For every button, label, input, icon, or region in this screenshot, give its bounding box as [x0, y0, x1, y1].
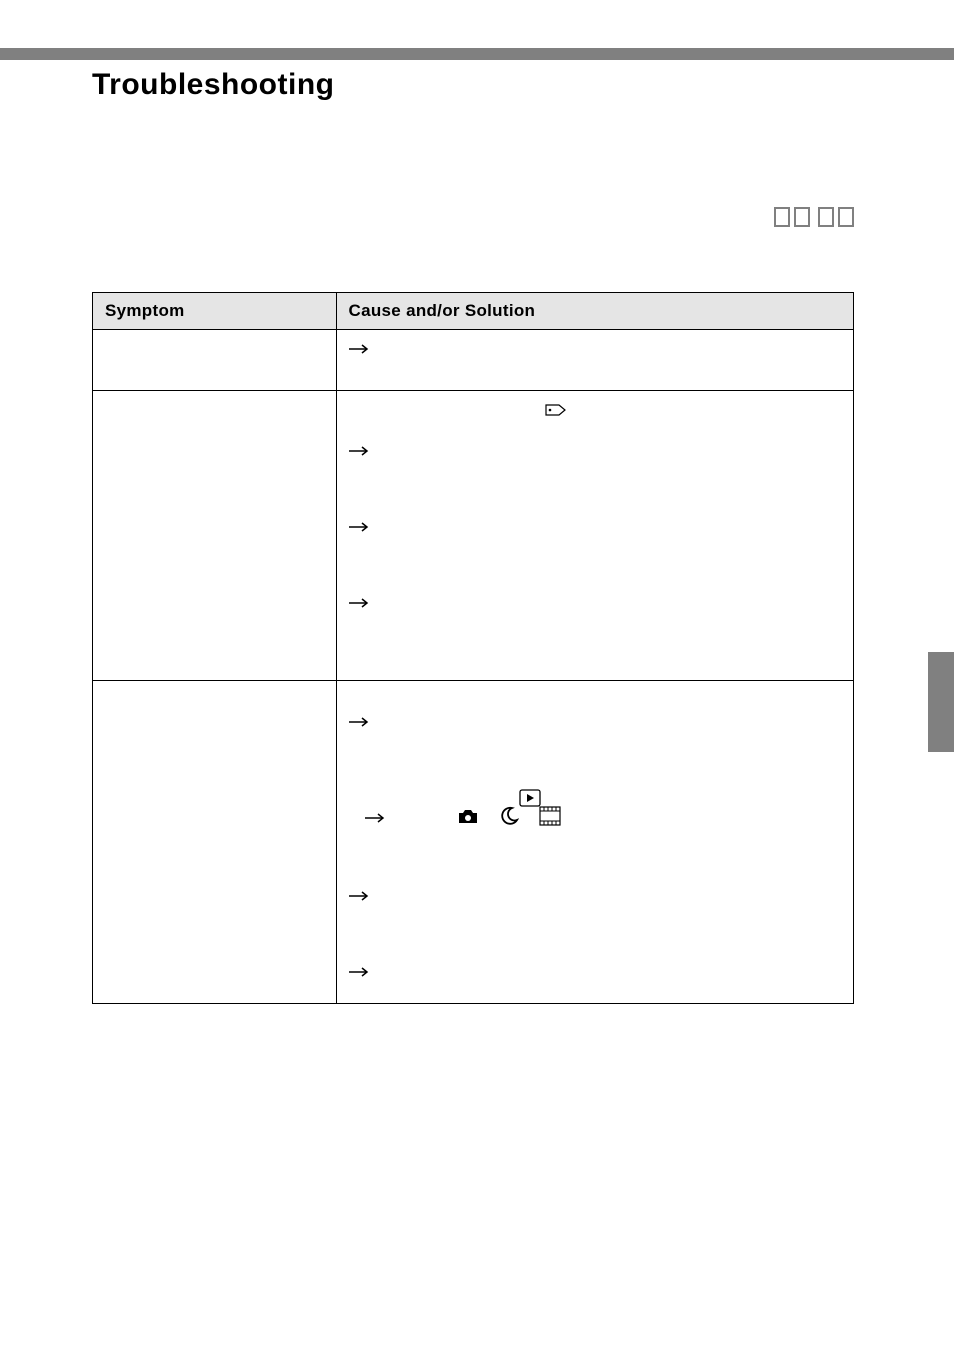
icon-pair-1 — [774, 207, 810, 227]
cause-block — [349, 518, 841, 538]
cause-block — [349, 340, 841, 360]
rect-icon — [794, 207, 810, 227]
side-tab — [928, 652, 954, 752]
table-row — [93, 681, 854, 1004]
table-row — [93, 391, 854, 681]
cause-cell — [336, 330, 853, 391]
troubleshooting-table: Symptom Cause and/or Solution — [92, 292, 854, 1004]
cause-cell — [336, 391, 853, 681]
right-arrow-icon — [349, 889, 371, 907]
rect-icon — [774, 207, 790, 227]
right-arrow-icon — [349, 342, 371, 360]
right-arrow-icon — [365, 811, 387, 829]
col-header-cause: Cause and/or Solution — [336, 293, 853, 330]
right-arrow-icon — [349, 520, 371, 538]
right-arrow-icon — [349, 715, 371, 733]
cause-block — [349, 789, 841, 831]
header-corner-icons — [92, 207, 854, 227]
page-title: Troubleshooting — [92, 68, 854, 102]
cause-block — [349, 594, 841, 614]
right-arrow-icon — [349, 596, 371, 614]
symptom-cell — [93, 330, 337, 391]
symptom-cell — [93, 391, 337, 681]
mode-icons-row — [415, 806, 841, 831]
camera-icon — [457, 807, 479, 830]
cause-block — [349, 887, 841, 907]
tag-icon — [545, 401, 567, 424]
cause-block — [349, 713, 841, 733]
cause-block — [349, 401, 841, 462]
right-arrow-icon — [349, 444, 371, 462]
top-bar — [0, 48, 954, 60]
right-arrow-icon — [349, 965, 371, 983]
rect-icon — [838, 207, 854, 227]
table-header-row: Symptom Cause and/or Solution — [93, 293, 854, 330]
page-content: Troubleshooting Symptom Cause and/or Sol… — [0, 68, 954, 1004]
table-row — [93, 330, 854, 391]
film-strip-icon — [539, 806, 561, 831]
col-header-symptom: Symptom — [93, 293, 337, 330]
rect-icon — [818, 207, 834, 227]
play-box-icon — [519, 789, 541, 812]
cause-block — [349, 963, 841, 983]
cause-cell — [336, 681, 853, 1004]
moon-icon — [499, 806, 519, 831]
icon-pair-2 — [818, 207, 854, 227]
symptom-cell — [93, 681, 337, 1004]
